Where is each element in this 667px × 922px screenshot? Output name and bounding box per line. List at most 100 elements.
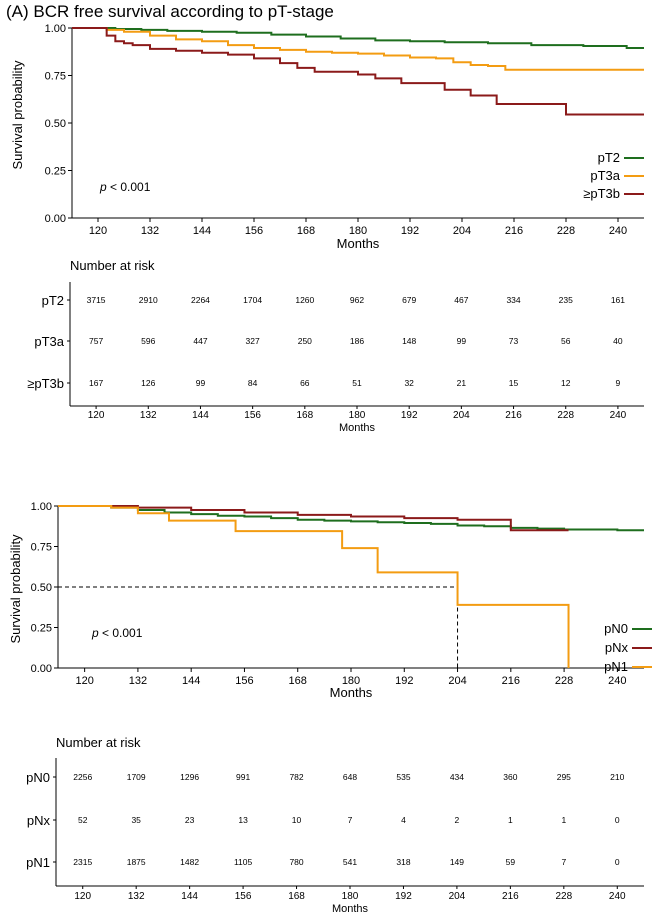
risk-x-tick-label: 192 — [401, 410, 418, 421]
risk-x-axis-label: Months — [332, 903, 369, 915]
p-value-annotation: p < 0.001 — [91, 626, 143, 640]
risk-count: 126 — [141, 378, 155, 388]
risk-count: 40 — [613, 336, 623, 346]
risk-x-tick-label: 168 — [296, 410, 313, 421]
risk-count: 596 — [141, 336, 155, 346]
risk-count: 51 — [352, 378, 362, 388]
risk-count: 7 — [561, 857, 566, 867]
risk-count: 1296 — [180, 772, 199, 782]
risk-count: 210 — [610, 772, 624, 782]
x-tick-label: 132 — [129, 675, 147, 687]
risk-count: 1704 — [243, 295, 262, 305]
survival-curve-pn0 — [58, 505, 644, 532]
risk-count: 2910 — [139, 295, 158, 305]
risk-x-tick-label: 120 — [88, 410, 105, 421]
risk-count: 2 — [455, 815, 460, 825]
risk-count: 962 — [350, 295, 364, 305]
risk-count: 235 — [559, 295, 573, 305]
risk-count: 99 — [196, 378, 206, 388]
risk-x-tick-label: 132 — [140, 410, 157, 421]
p-value-symbol: p — [99, 180, 107, 194]
x-tick-label: 156 — [245, 225, 263, 237]
risk-x-tick-label: 240 — [609, 891, 626, 902]
x-tick-label: 240 — [609, 225, 627, 237]
x-tick-label: 192 — [401, 225, 419, 237]
risk-count: 2264 — [191, 295, 210, 305]
risk-x-tick-label: 216 — [502, 891, 519, 902]
y-tick-label: 0.75 — [31, 542, 52, 554]
risk-x-axis-label: Months — [339, 422, 376, 434]
risk-x-tick-label: 216 — [505, 410, 522, 421]
risk-count: 10 — [292, 815, 302, 825]
risk-row-label: ≥pT3b — [27, 376, 64, 391]
risk-x-tick-label: 144 — [181, 891, 198, 902]
risk-count: 15 — [509, 378, 519, 388]
risk-count: 21 — [457, 378, 467, 388]
risk-count: 35 — [131, 815, 141, 825]
risk-count: 59 — [506, 857, 516, 867]
risk-row-label: pT3a — [34, 334, 64, 349]
risk-x-tick-label: 144 — [192, 410, 209, 421]
x-tick-label: 120 — [75, 675, 93, 687]
risk-count: 4 — [401, 815, 406, 825]
risk-count: 52 — [78, 815, 88, 825]
x-tick-label: 228 — [557, 225, 575, 237]
risk-count: 149 — [450, 857, 464, 867]
risk-count: 13 — [238, 815, 248, 825]
x-tick-label: 192 — [395, 675, 413, 687]
risk-count: 991 — [236, 772, 250, 782]
risk-x-tick-label: 156 — [235, 891, 252, 902]
legend-label: pT2 — [598, 150, 620, 165]
risk-count: 186 — [350, 336, 364, 346]
risk-x-tick-label: 180 — [342, 891, 359, 902]
risk-count: 7 — [348, 815, 353, 825]
risk-x-tick-label: 240 — [610, 410, 627, 421]
x-tick-label: 240 — [608, 675, 626, 687]
survival-curve-pt3a — [72, 27, 644, 71]
risk-count: 9 — [616, 378, 621, 388]
risk-count: 1709 — [127, 772, 146, 782]
y-tick-label: 0.50 — [31, 582, 52, 594]
y-tick-label: 1.00 — [45, 23, 66, 35]
x-tick-label: 180 — [342, 675, 360, 687]
p-value-annotation: p < 0.001 — [99, 180, 151, 194]
p-value-symbol: p — [91, 626, 99, 640]
risk-count: 1260 — [295, 295, 314, 305]
risk-count: 167 — [89, 378, 103, 388]
x-tick-label: 120 — [89, 225, 107, 237]
y-axis-label: Survival probability — [8, 534, 23, 644]
legend-label: pN0 — [604, 621, 628, 636]
x-tick-label: 144 — [193, 225, 211, 237]
x-tick-label: 144 — [182, 675, 200, 687]
risk-count: 648 — [343, 772, 357, 782]
risk-count: 757 — [89, 336, 103, 346]
risk-count: 84 — [248, 378, 258, 388]
risk-count: 327 — [246, 336, 260, 346]
y-tick-label: 0.00 — [45, 213, 66, 225]
x-tick-label: 216 — [505, 225, 523, 237]
risk-count: 295 — [557, 772, 571, 782]
legend-label: pN1 — [604, 659, 628, 674]
risk-count: 32 — [404, 378, 414, 388]
x-axis-label: Months — [337, 236, 380, 251]
y-tick-label: 0.75 — [45, 71, 66, 83]
risk-count: 541 — [343, 857, 357, 867]
y-axis-label: Survival probability — [10, 60, 25, 170]
x-tick-label: 156 — [235, 675, 253, 687]
risk-count: 535 — [396, 772, 410, 782]
risk-count: 23 — [185, 815, 195, 825]
risk-count: 679 — [402, 295, 416, 305]
risk-count: 0 — [615, 857, 620, 867]
figure-title: (A) BCR free survival according to pT-st… — [6, 2, 334, 21]
risk-count: 360 — [503, 772, 517, 782]
risk-count: 782 — [289, 772, 303, 782]
risk-count: 56 — [561, 336, 571, 346]
risk-count: 780 — [289, 857, 303, 867]
risk-count: 73 — [509, 336, 519, 346]
y-tick-label: 0.00 — [31, 663, 52, 675]
risk-count: 250 — [298, 336, 312, 346]
legend-label: ≥pT3b — [583, 186, 620, 201]
risk-x-tick-label: 180 — [349, 410, 366, 421]
x-tick-label: 168 — [297, 225, 315, 237]
chart-panel-1: 0.00 0.25 0.50 0.75 1.00 120 132 144 156 168 180 19… — [10, 23, 644, 434]
